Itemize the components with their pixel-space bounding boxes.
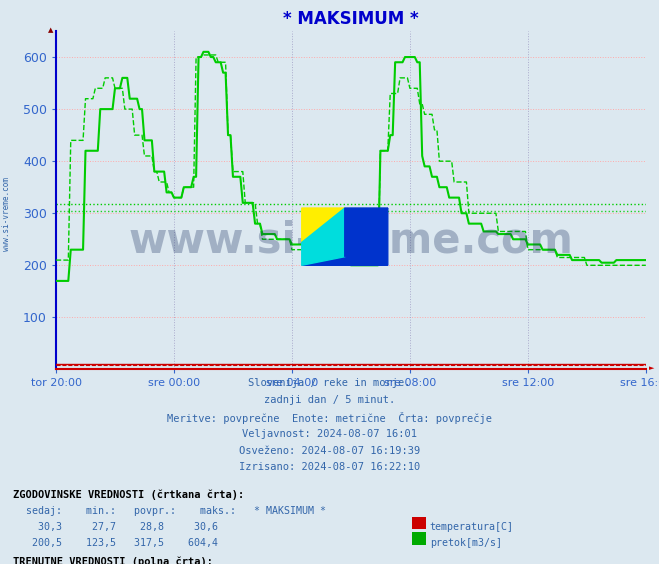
Title: * MAKSIMUM *: * MAKSIMUM *	[283, 10, 418, 28]
Text: www.si-vreme.com: www.si-vreme.com	[2, 177, 11, 252]
Text: pretok[m3/s]: pretok[m3/s]	[430, 538, 501, 548]
Text: zadnji dan / 5 minut.: zadnji dan / 5 minut.	[264, 395, 395, 405]
Text: sedaj:    min.:   povpr.:    maks.:   * MAKSIMUM *: sedaj: min.: povpr.: maks.: * MAKSIMUM *	[20, 506, 326, 517]
Text: 30,3     27,7    28,8     30,6: 30,3 27,7 28,8 30,6	[20, 522, 217, 532]
Polygon shape	[345, 208, 387, 257]
Text: Slovenija / reke in morje.: Slovenija / reke in morje.	[248, 378, 411, 388]
Polygon shape	[302, 208, 345, 243]
Text: temperatura[C]: temperatura[C]	[430, 522, 513, 532]
Text: Izrisano: 2024-08-07 16:22:10: Izrisano: 2024-08-07 16:22:10	[239, 462, 420, 473]
Text: 200,5    123,5   317,5    604,4: 200,5 123,5 317,5 604,4	[20, 538, 217, 548]
Polygon shape	[302, 208, 345, 265]
Text: TRENUTNE VREDNOSTI (polna črta):: TRENUTNE VREDNOSTI (polna črta):	[13, 556, 213, 564]
Text: ►: ►	[649, 365, 654, 371]
Polygon shape	[302, 208, 387, 265]
Text: ZGODOVINSKE VREDNOSTI (črtkana črta):: ZGODOVINSKE VREDNOSTI (črtkana črta):	[13, 490, 244, 500]
Text: ▲: ▲	[48, 27, 53, 33]
Text: Meritve: povprečne  Enote: metrične  Črta: povprečje: Meritve: povprečne Enote: metrične Črta:…	[167, 412, 492, 424]
Text: Veljavnost: 2024-08-07 16:01: Veljavnost: 2024-08-07 16:01	[242, 429, 417, 439]
Text: Osveženo: 2024-08-07 16:19:39: Osveženo: 2024-08-07 16:19:39	[239, 446, 420, 456]
Text: www.si-vreme.com: www.si-vreme.com	[129, 220, 573, 262]
